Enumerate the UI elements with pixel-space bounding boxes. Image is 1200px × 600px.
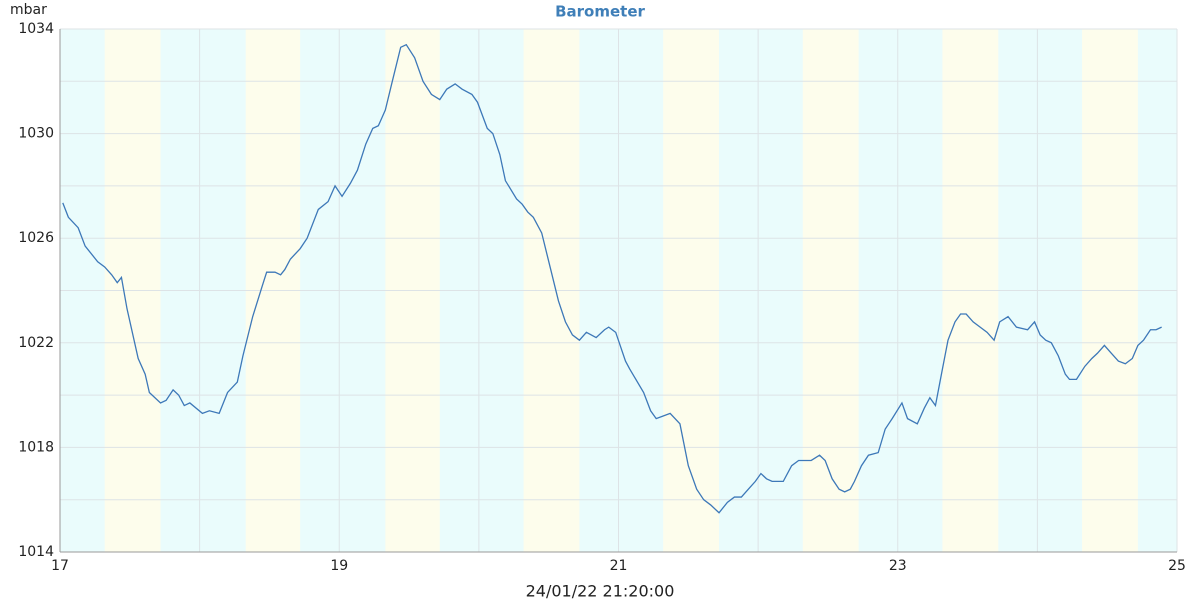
y-tick-label: 1014 <box>18 544 54 560</box>
y-axis-label: mbar <box>10 2 47 18</box>
y-tick-label: 1018 <box>18 439 54 455</box>
x-tick-label: 17 <box>51 558 69 574</box>
x-tick-label: 19 <box>330 558 348 574</box>
y-tick-label: 1030 <box>18 126 54 142</box>
footer-time: 24/01/22 21:20:00 <box>526 582 675 600</box>
chart-title: Barometer <box>555 3 645 21</box>
y-tick-label: 1022 <box>18 335 54 351</box>
y-tick-label: 1026 <box>18 230 54 246</box>
x-tick-label: 21 <box>610 558 628 574</box>
y-tick-label: 1034 <box>18 21 54 37</box>
x-tick-label: 25 <box>1168 558 1186 574</box>
x-tick-label: 23 <box>889 558 907 574</box>
data-line <box>62 43 1162 514</box>
